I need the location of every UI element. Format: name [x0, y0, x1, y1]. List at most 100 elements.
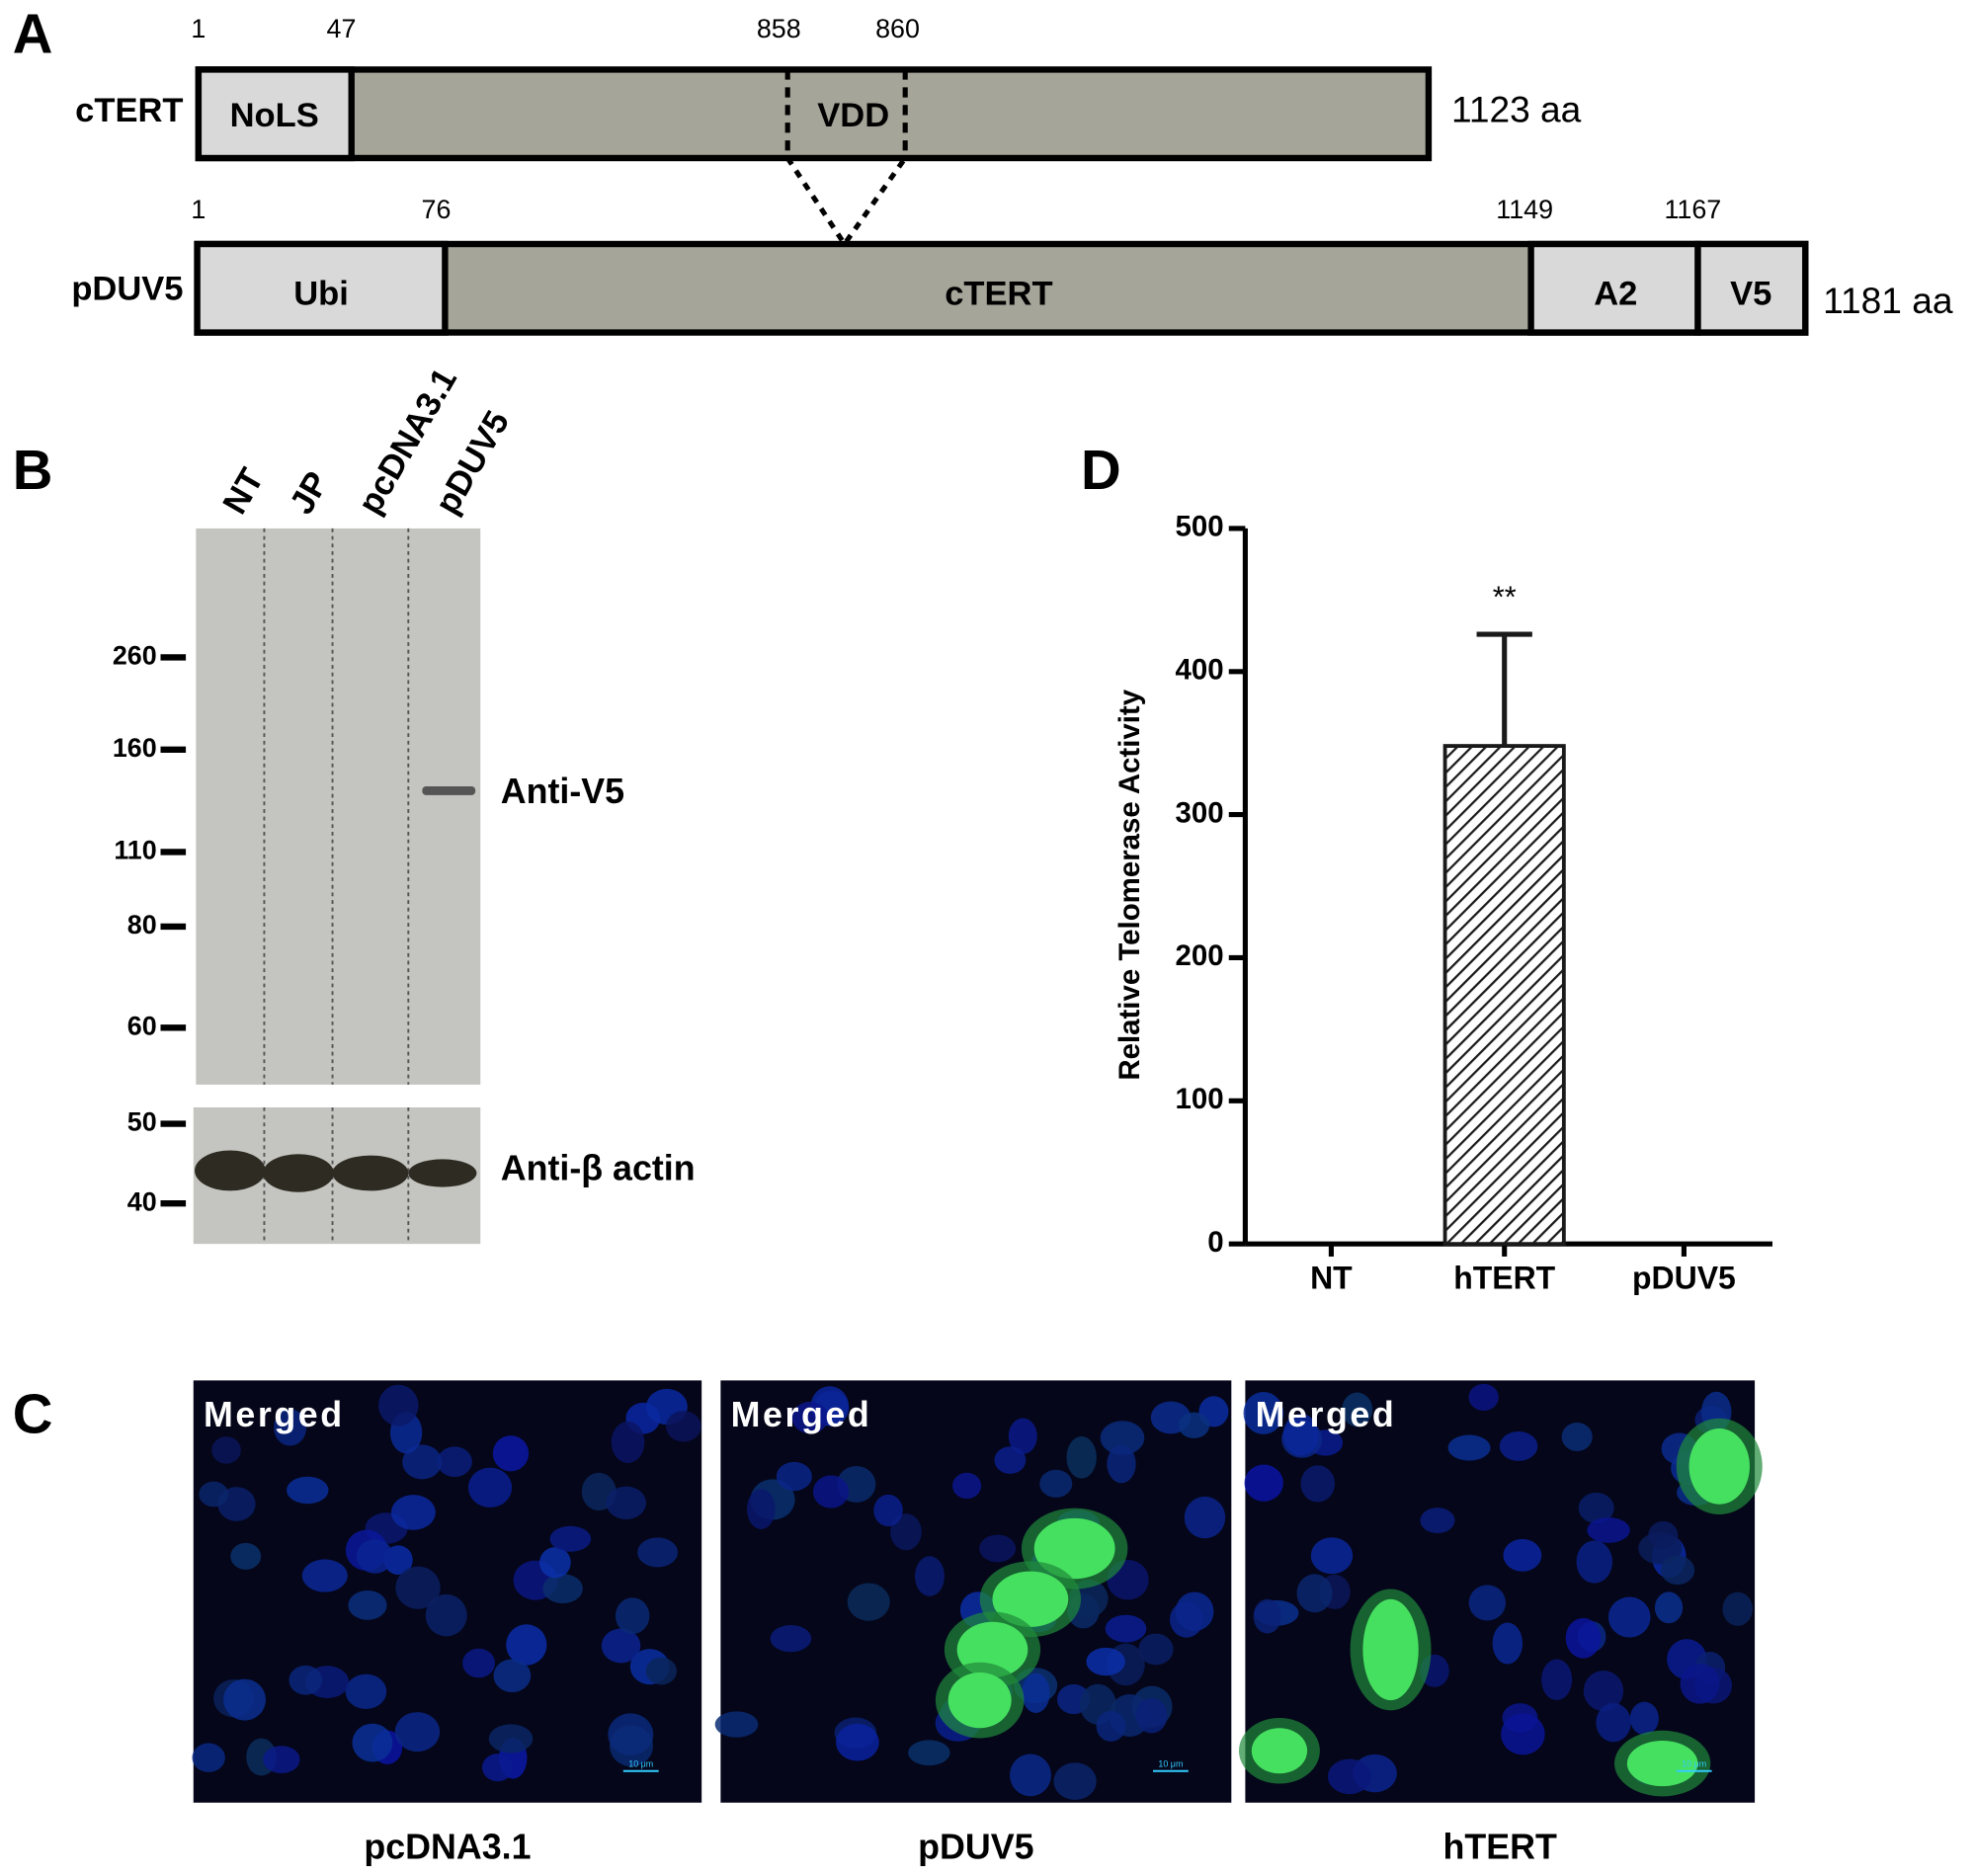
position-label: 1 — [191, 14, 206, 43]
nucleus — [1170, 1601, 1203, 1638]
nucleus — [394, 1712, 441, 1753]
caption: pcDNA3.1 — [364, 1828, 531, 1867]
length-label: 1123 aa — [1451, 89, 1582, 130]
nucleus — [637, 1537, 679, 1568]
deletion-marker — [785, 156, 908, 249]
antibody-label: Anti-V5 — [501, 772, 624, 811]
length-label: 1181 aa — [1823, 280, 1953, 321]
nucleus — [348, 1591, 387, 1620]
nucleus — [1499, 1430, 1538, 1461]
position-label: 76 — [422, 195, 452, 224]
nols-box — [195, 66, 355, 162]
nucleus — [1541, 1659, 1573, 1701]
nucleus — [1053, 1762, 1097, 1800]
position-label: 860 — [875, 14, 920, 43]
nucleus — [192, 1743, 225, 1772]
nucleus — [1629, 1701, 1659, 1736]
nucleus — [437, 1446, 472, 1477]
nucleus — [1282, 1414, 1319, 1456]
nucleus — [1722, 1591, 1753, 1626]
domain-label: A2 — [1594, 276, 1637, 313]
x-tick-label: NT — [1310, 1261, 1353, 1296]
overlay-label: Merged — [204, 1395, 345, 1434]
domain-label: VDD — [817, 97, 889, 134]
y-tick-label: 300 — [1176, 796, 1224, 829]
nucleus — [666, 1411, 701, 1442]
nucleus — [1296, 1574, 1333, 1613]
nucleus — [211, 1436, 241, 1464]
nucleus — [467, 1467, 513, 1508]
nucleus — [1420, 1508, 1455, 1533]
blot-upper — [196, 528, 481, 1085]
nucleus — [1178, 1412, 1210, 1438]
position-label: 1167 — [1664, 195, 1721, 224]
position-label: 1 — [191, 195, 206, 224]
nucleus — [908, 1740, 950, 1766]
panel-letter: B — [13, 439, 53, 501]
nucleus — [1561, 1423, 1593, 1451]
nucleus — [549, 1525, 592, 1552]
domain-label: NoLS — [230, 97, 319, 134]
nucleus — [395, 1566, 441, 1609]
nucleus — [1009, 1754, 1051, 1797]
nucleus — [1310, 1537, 1354, 1575]
nucleus — [492, 1435, 530, 1472]
nucleus — [352, 1723, 393, 1762]
construct-name: cTERT — [75, 92, 183, 129]
nucleus — [1501, 1713, 1545, 1755]
nucleus — [506, 1624, 547, 1666]
significance: ** — [1493, 579, 1517, 613]
x-tick-label: pDUV5 — [1632, 1261, 1736, 1296]
nucleus — [1138, 1633, 1174, 1666]
panel-letter: C — [13, 1383, 53, 1445]
domain-label: V5 — [1730, 276, 1771, 313]
marker-label: 40 — [127, 1186, 157, 1216]
scale-bar-label: 10 μm — [1682, 1759, 1706, 1769]
scale-bar-label: 10 μm — [1158, 1759, 1183, 1769]
green-nucleus — [947, 1672, 1012, 1729]
nucleus — [915, 1556, 945, 1596]
nucleus — [488, 1724, 534, 1754]
nucleus — [1086, 1647, 1125, 1676]
nucleus — [1105, 1614, 1147, 1643]
nucleus — [836, 1723, 879, 1761]
nucleus — [301, 1559, 348, 1592]
marker-label: 110 — [114, 836, 156, 865]
nucleus — [1492, 1622, 1523, 1665]
caption: pDUV5 — [918, 1828, 1033, 1867]
nucleus — [1253, 1598, 1281, 1634]
nucleus — [1107, 1444, 1136, 1484]
green-nucleus — [1251, 1728, 1308, 1774]
nucleus — [1576, 1540, 1612, 1584]
nucleus — [378, 1384, 419, 1427]
bar — [1442, 744, 1566, 1247]
nucleus — [1244, 1464, 1283, 1502]
nucleus — [1503, 1538, 1542, 1572]
nucleus — [873, 1494, 903, 1527]
nucleus — [287, 1476, 329, 1505]
nucleus — [1300, 1465, 1336, 1503]
nucleus — [890, 1513, 922, 1551]
nucleus — [601, 1628, 641, 1664]
nucleus — [1184, 1496, 1226, 1539]
overlay-label: Merged — [731, 1395, 872, 1434]
nucleus — [1468, 1383, 1499, 1412]
nucleus — [1243, 1391, 1284, 1434]
nucleus — [1447, 1434, 1491, 1461]
ctert-diagram — [195, 66, 1433, 249]
x-tick-label: hTERT — [1453, 1261, 1555, 1296]
nucleus — [747, 1489, 776, 1529]
nucleus — [493, 1659, 532, 1692]
y-tick-label: 100 — [1176, 1083, 1224, 1115]
y-axis-label: Relative Telomerase Activity — [1113, 689, 1146, 1080]
panel-letter: D — [1081, 439, 1121, 501]
micrograph — [720, 1380, 1232, 1803]
nucleus — [1596, 1703, 1631, 1743]
nucleus — [1583, 1671, 1624, 1712]
marker-label: 260 — [113, 641, 157, 671]
panel-letter: A — [13, 2, 53, 64]
nucleus — [812, 1475, 850, 1509]
nucleus — [288, 1665, 322, 1695]
nucleus — [770, 1625, 812, 1653]
